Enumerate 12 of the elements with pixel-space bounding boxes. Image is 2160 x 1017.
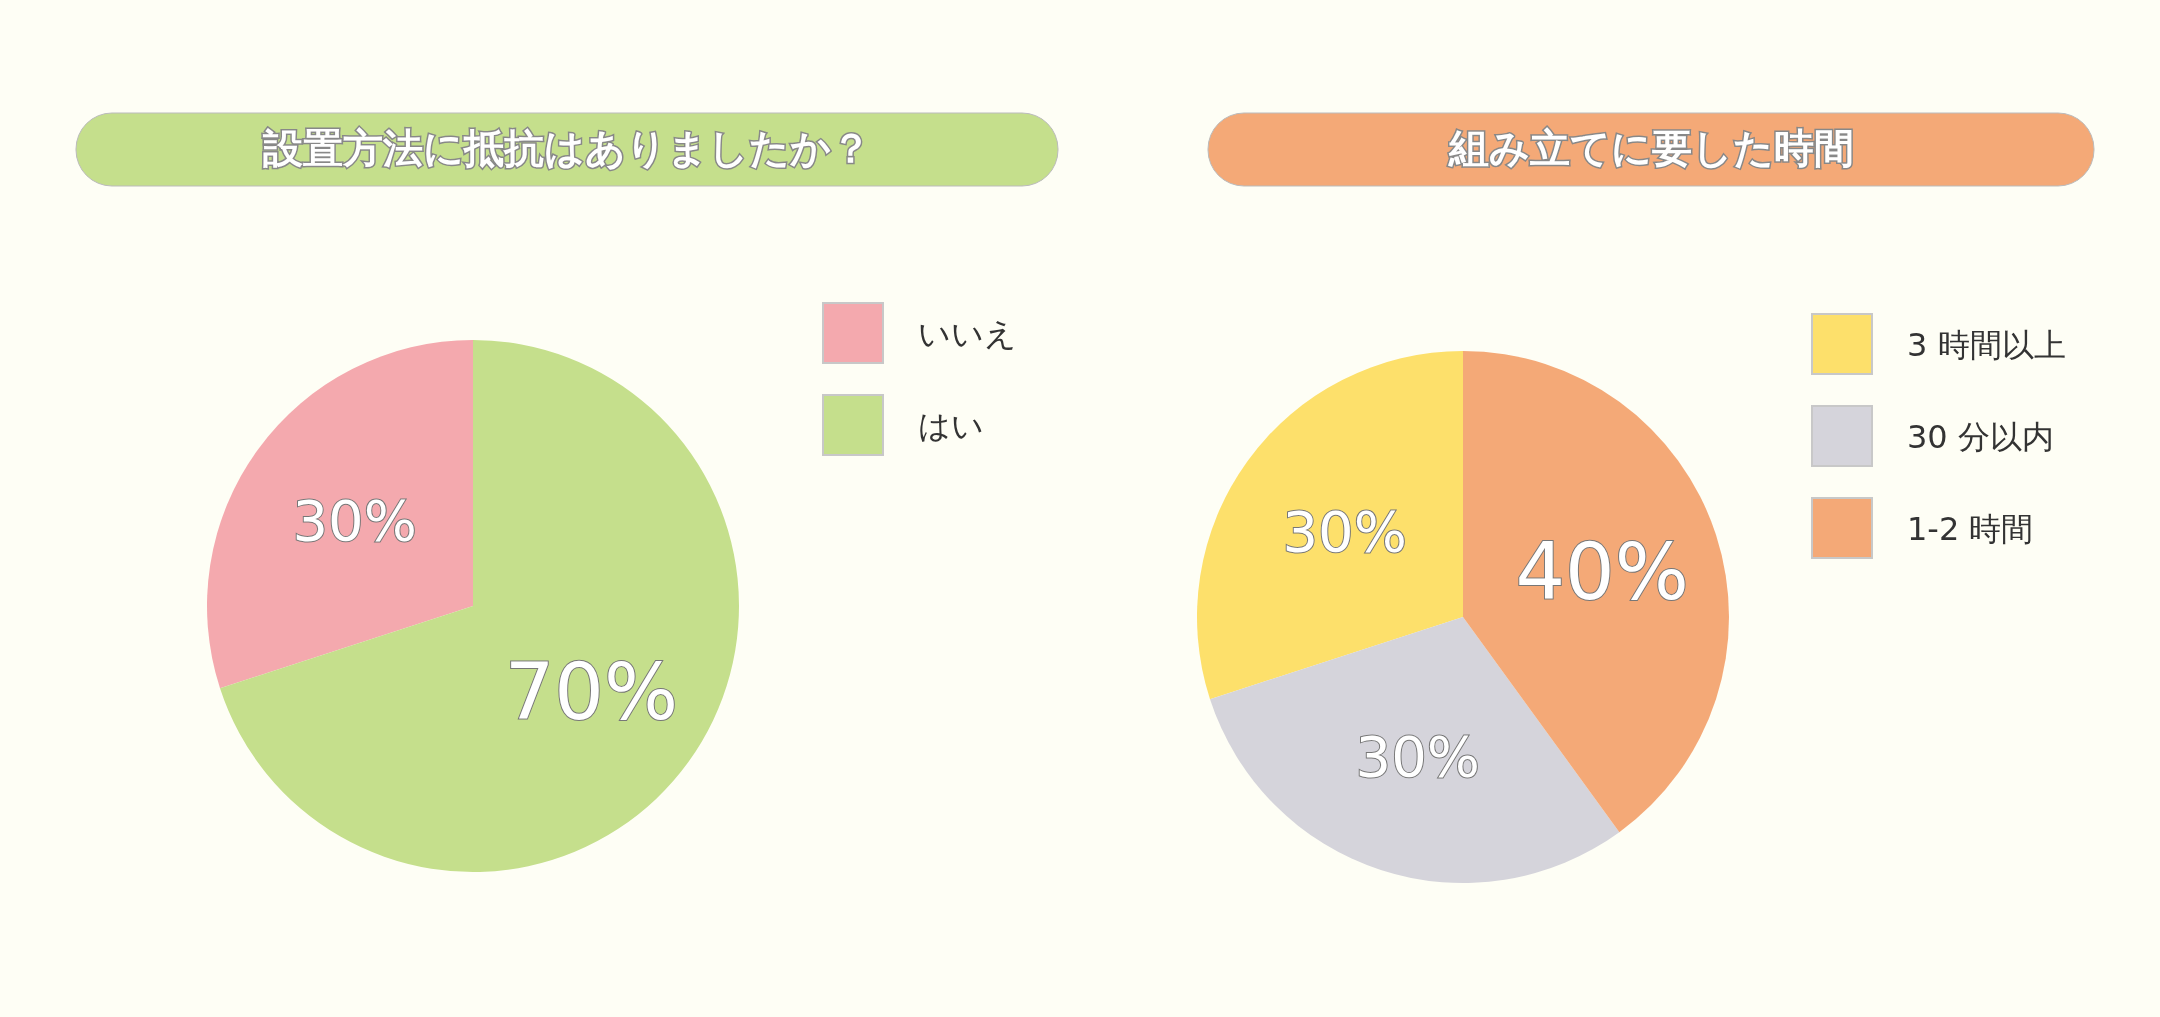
data-label: 30% [1282,498,1407,564]
data-label: 70% [504,647,679,738]
chart-title: 組み立てに要した時間 [1447,125,1854,171]
legend-label: 1-2 時間 [1907,510,2034,548]
legend-label: はい [918,407,984,445]
data-label: 40% [1515,527,1689,618]
chart-title: 設置方法に抵抗はありましたか？ [262,125,871,171]
data-label: 30% [292,487,417,553]
legend-label: 30 分以内 [1907,418,2054,456]
legend-label: いいえ [918,315,1017,353]
legend-label: 3 時間以上 [1907,326,2066,364]
data-label: 30% [1355,723,1481,789]
